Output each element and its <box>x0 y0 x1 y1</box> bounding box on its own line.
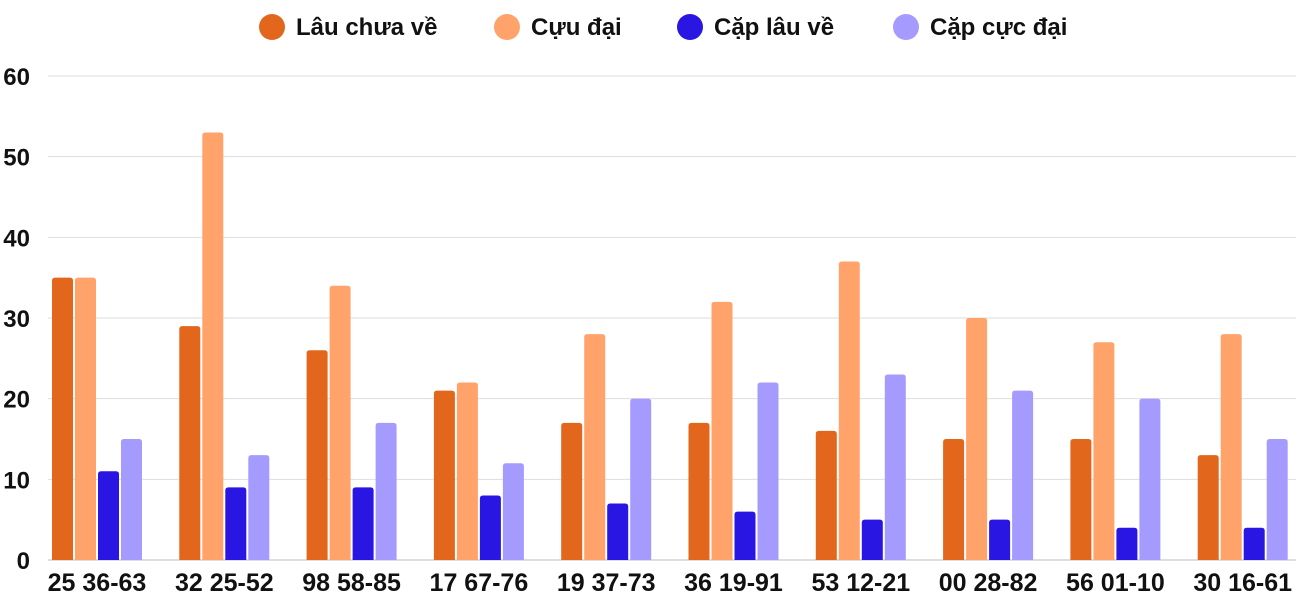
bar <box>838 261 860 560</box>
x-tick-label: 25 36-63 <box>48 569 147 597</box>
bar <box>479 495 501 560</box>
bar <box>757 382 779 560</box>
bar <box>456 382 478 560</box>
bar <box>943 439 965 560</box>
legend: Lâu chưa về Cựu đại Cặp lâu về Cặp cực đại <box>259 14 1067 41</box>
legend-item: Cặp lâu về <box>677 14 834 41</box>
bar <box>433 390 455 560</box>
bar-group-1 <box>52 277 142 560</box>
bar <box>202 132 224 560</box>
bar <box>329 285 351 560</box>
legend-swatch <box>893 14 919 40</box>
x-tick-label: 17 67-76 <box>430 569 529 597</box>
legend-label: Lâu chưa về <box>296 14 437 41</box>
bar <box>1012 390 1034 560</box>
y-tick-label: 50 <box>3 145 30 172</box>
bar <box>1070 439 1092 560</box>
bar <box>584 334 606 560</box>
bar-group-9 <box>1070 342 1161 560</box>
bar <box>352 487 374 560</box>
legend-label: Cựu đại <box>531 14 622 41</box>
bar <box>306 350 328 560</box>
legend-item: Lâu chưa về <box>259 14 437 41</box>
x-tick-label: 53 12-21 <box>811 569 910 597</box>
bar-group-7 <box>815 261 906 560</box>
bar <box>711 301 733 560</box>
legend-item: Cặp cực đại <box>893 14 1067 41</box>
bar <box>688 422 710 560</box>
x-tick-label: 00 28-82 <box>939 569 1038 597</box>
legend-swatch <box>677 14 703 40</box>
y-tick-label: 20 <box>3 387 30 414</box>
legend-swatch <box>494 14 520 40</box>
y-tick-label: 0 <box>17 548 30 575</box>
bars <box>52 132 1288 560</box>
x-tick-label: 98 58-85 <box>302 569 401 597</box>
bar <box>884 374 906 560</box>
bar-group-4 <box>433 382 524 560</box>
x-axis-labels: 25 36-63 32 25-52 98 58-85 17 67-76 19 37-73… <box>48 569 1292 597</box>
x-tick-label: 32 25-52 <box>175 569 274 597</box>
bar <box>121 439 142 560</box>
bar <box>561 422 583 560</box>
bar <box>989 519 1011 560</box>
bar <box>1093 342 1115 560</box>
bar <box>861 519 883 560</box>
x-tick-label: 56 01-10 <box>1066 569 1165 597</box>
y-tick-label: 30 <box>3 306 30 333</box>
bar <box>75 277 96 560</box>
y-axis-ticks: 0 10 20 30 40 50 60 <box>3 64 30 575</box>
bar <box>375 422 397 560</box>
bar <box>1266 439 1288 560</box>
bar <box>1139 398 1161 560</box>
bar <box>1197 455 1219 560</box>
bar <box>248 455 270 560</box>
bar <box>734 511 756 560</box>
bar <box>1220 334 1242 560</box>
bar <box>815 430 837 560</box>
bar <box>1116 527 1138 560</box>
x-tick-label: 30 16-61 <box>1193 569 1292 597</box>
legend-swatch <box>259 14 285 40</box>
bar <box>1243 527 1265 560</box>
legend-label: Cặp cực đại <box>930 14 1067 41</box>
bar-group-5 <box>561 334 652 560</box>
legend-label: Cặp lâu về <box>714 14 834 41</box>
y-tick-label: 10 <box>3 467 30 494</box>
bar <box>179 326 201 560</box>
bar <box>630 398 652 560</box>
bar <box>966 318 988 560</box>
bar <box>502 463 524 560</box>
bar <box>52 277 73 560</box>
y-tick-label: 60 <box>3 64 30 91</box>
bar <box>98 471 119 560</box>
x-tick-label: 36 19-91 <box>684 569 783 597</box>
legend-item: Cựu đại <box>494 14 622 41</box>
bar-group-3 <box>306 285 397 560</box>
bar-group-8 <box>943 318 1034 560</box>
bar-group-2 <box>179 132 270 560</box>
bar-group-10 <box>1197 334 1288 560</box>
x-tick-label: 19 37-73 <box>557 569 656 597</box>
bar <box>607 503 629 560</box>
bar-group-6 <box>688 301 779 560</box>
bar <box>225 487 247 560</box>
y-tick-label: 40 <box>3 225 30 252</box>
